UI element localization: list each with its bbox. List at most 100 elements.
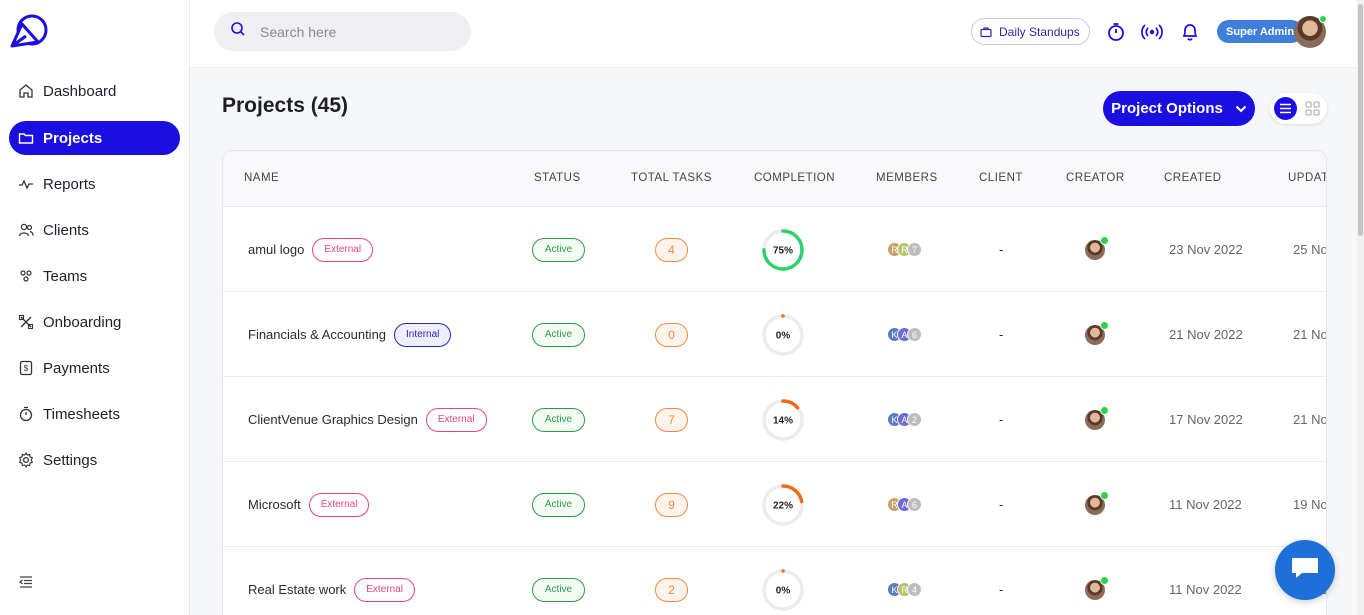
- completion-ring-progress: [762, 313, 804, 356]
- updated-date: 21 Nov: [1293, 412, 1327, 427]
- search-bar[interactable]: [214, 12, 471, 51]
- completion-percent: 0%: [776, 330, 791, 341]
- broadcast-icon[interactable]: [1141, 21, 1163, 43]
- grid-view-icon[interactable]: [1302, 98, 1323, 119]
- project-name[interactable]: Real Estate work: [248, 582, 347, 597]
- column-header-status[interactable]: STATUS: [534, 172, 581, 184]
- creator-cell: [1085, 462, 1109, 547]
- column-header-total-tasks[interactable]: TOTAL TASKS: [631, 172, 712, 184]
- creator-avatar[interactable]: [1085, 405, 1109, 430]
- member-avatar[interactable]: 7: [907, 242, 922, 257]
- sidebar-item-onboarding[interactable]: Onboarding: [9, 305, 180, 339]
- column-header-name[interactable]: NAME: [244, 172, 280, 184]
- creator-avatar[interactable]: [1085, 235, 1109, 260]
- chat-support-button[interactable]: [1275, 540, 1335, 600]
- column-header-completion[interactable]: COMPLETION: [754, 172, 836, 184]
- column-header-created[interactable]: CREATED: [1164, 172, 1222, 184]
- project-options-button[interactable]: Project Options: [1103, 91, 1255, 126]
- member-avatar[interactable]: 6: [907, 497, 922, 512]
- client-value: -: [999, 327, 1004, 342]
- tools-icon: [18, 314, 34, 330]
- sidebar-item-settings[interactable]: Settings: [9, 443, 180, 477]
- activity-icon: [18, 176, 34, 192]
- scrollbar-thumb[interactable]: [1358, 4, 1363, 236]
- role-badge: Super Admin: [1217, 20, 1304, 43]
- tasks-cell: 7: [655, 377, 688, 462]
- daily-standups-label: Daily Standups: [999, 24, 1080, 39]
- created-cell: 17 Nov 2022: [1169, 377, 1243, 462]
- total-tasks-badge: 9: [655, 492, 688, 517]
- completion-ring: 0%: [762, 313, 804, 356]
- column-header-updated[interactable]: UPDAT: [1288, 172, 1327, 184]
- project-type-badge: External: [354, 577, 415, 602]
- brand-logo-icon[interactable]: [8, 12, 50, 54]
- table-row[interactable]: ClientVenue Graphics Design External Act…: [223, 377, 1327, 462]
- table-row[interactable]: Financials & Accounting Internal Active …: [223, 292, 1326, 377]
- payment-icon: $: [18, 360, 34, 376]
- online-status-dot: [1100, 490, 1109, 500]
- member-avatar[interactable]: 6: [907, 327, 922, 342]
- updated-cell: 25 No: [1293, 207, 1326, 292]
- status-badge[interactable]: Active: [532, 577, 585, 602]
- sidebar-item-projects[interactable]: Projects: [9, 121, 180, 155]
- timer-icon[interactable]: [1105, 21, 1127, 43]
- created-cell: 23 Nov 2022: [1169, 207, 1243, 292]
- client-cell: -: [999, 377, 1003, 462]
- collapse-menu-icon[interactable]: [18, 574, 34, 590]
- chevron-down-icon: [1235, 105, 1247, 113]
- sidebar-item-dashboard[interactable]: Dashboard: [9, 74, 180, 108]
- status-badge[interactable]: Active: [532, 407, 585, 432]
- search-input[interactable]: [260, 23, 440, 40]
- page-scrollbar[interactable]: [1357, 0, 1364, 615]
- member-avatar[interactable]: 2: [907, 412, 922, 427]
- completion-ring-progress: [762, 483, 804, 526]
- column-header-creator[interactable]: CREATOR: [1066, 172, 1125, 184]
- sidebar-item-clients[interactable]: Clients: [9, 213, 180, 247]
- client-cell: -: [999, 207, 1003, 292]
- creator-avatar[interactable]: [1085, 320, 1109, 345]
- completion-ring: 75%: [762, 228, 804, 271]
- completion-ring: 22%: [762, 483, 804, 526]
- column-header-client[interactable]: CLIENT: [979, 172, 1023, 184]
- client-cell: -: [999, 462, 1003, 547]
- total-tasks-badge: 0: [655, 322, 688, 347]
- status-badge[interactable]: Active: [532, 492, 585, 517]
- project-name-cell: Financials & Accounting Internal: [248, 292, 452, 377]
- client-cell: -: [999, 292, 1003, 377]
- completion-ring: 0%: [762, 568, 804, 611]
- completion-cell: 0%: [760, 292, 806, 377]
- completion-percent: 75%: [773, 245, 793, 256]
- sidebar-item-payments[interactable]: $ Payments: [9, 351, 180, 385]
- stopwatch-icon: [18, 406, 34, 422]
- creator-avatar[interactable]: [1085, 575, 1109, 600]
- project-name[interactable]: Microsoft: [248, 497, 301, 512]
- project-name[interactable]: amul logo: [248, 242, 305, 257]
- creator-avatar[interactable]: [1085, 490, 1109, 515]
- sidebar-item-timesheets[interactable]: Timesheets: [9, 397, 180, 431]
- table-header: NAME STATUS TOTAL TASKS COMPLETION MEMBE…: [223, 151, 1327, 207]
- project-options-label: Project Options: [1111, 100, 1223, 117]
- member-avatar[interactable]: 4: [907, 582, 922, 597]
- folder-icon: [18, 130, 34, 146]
- column-header-members[interactable]: MEMBERS: [876, 172, 938, 184]
- status-badge[interactable]: Active: [532, 322, 585, 347]
- creator-cell: [1085, 207, 1109, 292]
- sidebar-item-teams[interactable]: Teams: [9, 259, 180, 293]
- view-toggle: [1270, 93, 1327, 124]
- project-name[interactable]: Financials & Accounting: [248, 327, 387, 342]
- daily-standups-button[interactable]: Daily Standups: [971, 18, 1090, 45]
- project-name[interactable]: ClientVenue Graphics Design: [248, 412, 418, 427]
- sidebar-item-label: Teams: [43, 267, 88, 285]
- created-date: 11 Nov 2022: [1169, 497, 1242, 512]
- status-badge[interactable]: Active: [532, 237, 585, 262]
- sidebar-item-reports[interactable]: Reports: [9, 167, 180, 201]
- notification-bell-icon[interactable]: [1179, 21, 1201, 43]
- sidebar-item-label: Timesheets: [43, 405, 120, 423]
- list-view-icon[interactable]: [1274, 97, 1297, 120]
